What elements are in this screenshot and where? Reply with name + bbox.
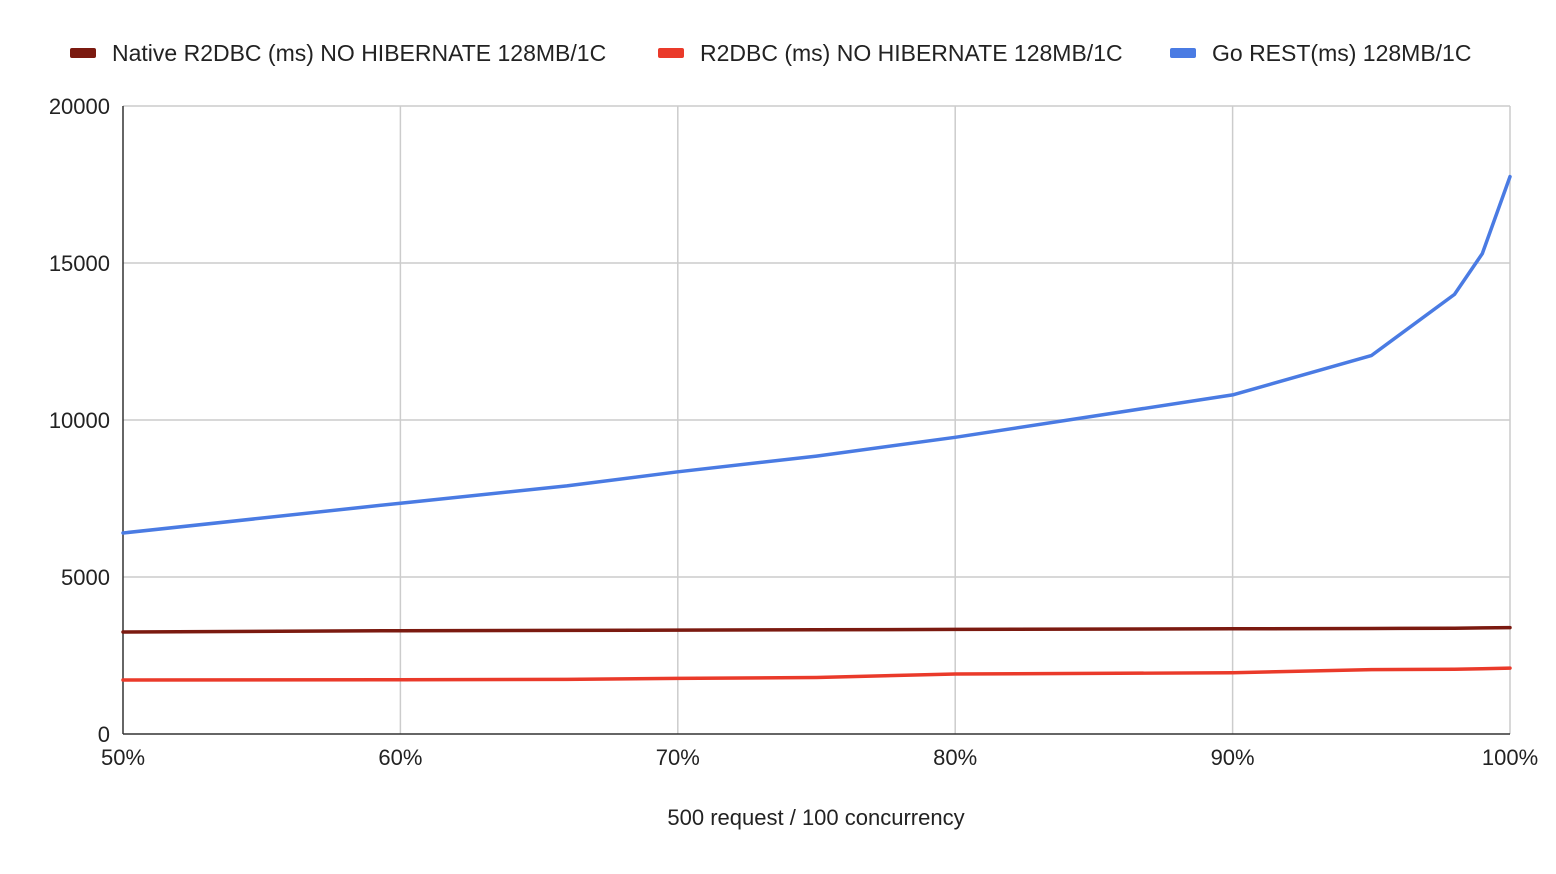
y-tick-label: 10000 [49, 408, 110, 433]
legend-item-native-r2dbc[interactable]: Native R2DBC (ms) NO HIBERNATE 128MB/1C [70, 36, 606, 70]
y-tick-label: 20000 [49, 94, 110, 119]
x-axis-title: 500 request / 100 concurrency [667, 805, 964, 830]
y-tick-label: 15000 [49, 251, 110, 276]
legend-swatch-native-r2dbc [70, 48, 96, 58]
y-axis-tick-labels: 0 5000 10000 15000 20000 [49, 94, 110, 747]
x-tick-label: 80% [933, 745, 977, 770]
legend-label-r2dbc: R2DBC (ms) NO HIBERNATE 128MB/1C [700, 39, 1123, 66]
legend-swatch-r2dbc [658, 48, 684, 58]
legend-item-go-rest[interactable]: Go REST(ms) 128MB/1C [1170, 36, 1471, 70]
legend-label-native-r2dbc: Native R2DBC (ms) NO HIBERNATE 128MB/1C [112, 39, 607, 66]
legend-label-go-rest: Go REST(ms) 128MB/1C [1212, 39, 1472, 66]
series-line-1 [121, 625, 1512, 634]
chart-legend: Native R2DBC (ms) NO HIBERNATE 128MB/1C … [0, 36, 1556, 70]
x-tick-label: 100% [1482, 745, 1538, 770]
x-tick-label: 90% [1211, 745, 1255, 770]
x-tick-label: 70% [656, 745, 700, 770]
x-axis-tick-labels: 50% 60% 70% 80% 90% 100% [101, 745, 1538, 770]
y-tick-label: 5000 [61, 565, 110, 590]
grid-lines [123, 105, 1511, 734]
legend-swatch-go-rest [1170, 48, 1196, 58]
axes [122, 106, 1510, 735]
y-tick-label: 0 [98, 722, 110, 747]
x-tick-label: 60% [378, 745, 422, 770]
series-lines [121, 174, 1512, 682]
series-line-3 [121, 174, 1512, 535]
series-line-2 [121, 666, 1512, 682]
x-tick-label: 50% [101, 745, 145, 770]
legend-item-r2dbc[interactable]: R2DBC (ms) NO HIBERNATE 128MB/1C [658, 36, 1123, 70]
